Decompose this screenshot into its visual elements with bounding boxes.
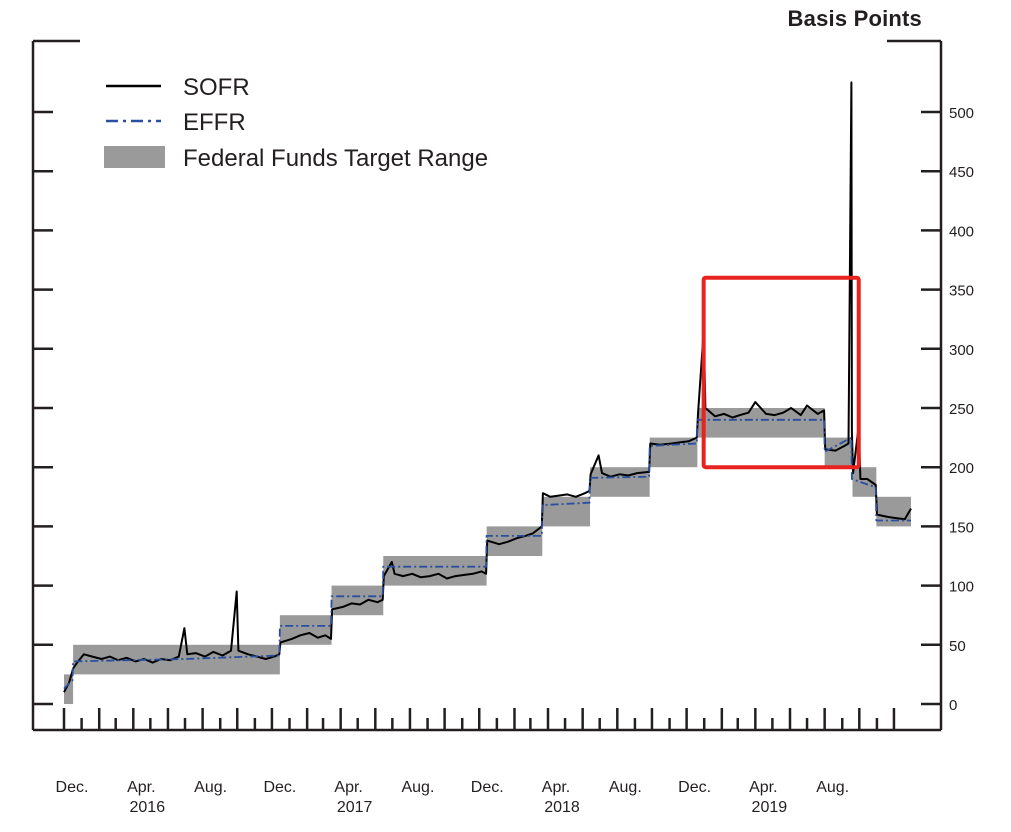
x-tick-label: Dec. xyxy=(56,779,89,796)
y-tick-label: 300 xyxy=(949,342,974,359)
y-tick-label: 200 xyxy=(949,460,974,477)
y-tick-label: 450 xyxy=(949,164,974,181)
x-tick-label: Dec. xyxy=(678,779,711,796)
y-axis: 0 50 100 150 200 250 300 350 400 450 500 xyxy=(33,105,974,714)
annotations xyxy=(701,275,861,470)
highlight-box xyxy=(701,275,861,470)
y-tick-label: 100 xyxy=(949,579,974,596)
target-range-band-0 xyxy=(64,674,74,704)
target-range-band-3 xyxy=(331,585,384,616)
y-tick-label: 250 xyxy=(949,401,974,418)
y-tick-label: 350 xyxy=(949,283,974,300)
series-lines xyxy=(63,81,912,693)
y-tick-label: 400 xyxy=(949,223,974,240)
x-tick-label: Apr. xyxy=(127,779,155,796)
x-tick-label: Aug. xyxy=(609,779,642,796)
legend-label: Federal Funds Target Range xyxy=(183,145,488,172)
series-line-sofr xyxy=(63,81,912,693)
legend-label: SOFR xyxy=(183,74,250,101)
x-axis: Dec. Apr. 2016 Aug. Dec. Apr. 2017 Aug. Dec. Apr.… xyxy=(56,708,896,816)
x-year-label: 2019 xyxy=(752,799,788,816)
y-tick-label: 50 xyxy=(949,638,966,655)
x-tick-label: Apr. xyxy=(749,779,777,796)
y-tick-label: 500 xyxy=(949,105,974,122)
target-range-band-5 xyxy=(486,526,543,556)
series-line-effr xyxy=(63,418,911,690)
target-range-band-9 xyxy=(697,408,825,438)
y-axis-title: Basis Points xyxy=(787,6,922,31)
x-year-label: 2017 xyxy=(337,799,373,816)
legend-swatch-band xyxy=(104,146,165,168)
y-tick-label: 0 xyxy=(949,697,957,714)
legend-label: EFFR xyxy=(183,109,246,136)
x-tick-label: Dec. xyxy=(263,779,296,796)
x-tick-label: Dec. xyxy=(471,779,504,796)
target-range-bands xyxy=(64,408,911,704)
x-tick-label: Aug. xyxy=(194,779,227,796)
x-tick-label: Apr. xyxy=(542,779,570,796)
y-tick-label: 150 xyxy=(949,519,974,536)
target-range-band-4 xyxy=(383,556,487,586)
target-range-band-6 xyxy=(542,496,591,527)
target-range-band-7 xyxy=(590,467,650,497)
target-range-band-12 xyxy=(876,496,911,527)
legend: SOFR EFFR Federal Funds Target Range xyxy=(104,74,488,172)
x-year-label: 2016 xyxy=(130,799,166,816)
target-range-band-8 xyxy=(649,437,698,468)
x-year-label: 2018 xyxy=(544,799,580,816)
x-tick-label: Apr. xyxy=(334,779,362,796)
x-tick-label: Aug. xyxy=(816,779,849,796)
x-tick-label: Aug. xyxy=(401,779,434,796)
target-range-band-11 xyxy=(852,467,877,497)
